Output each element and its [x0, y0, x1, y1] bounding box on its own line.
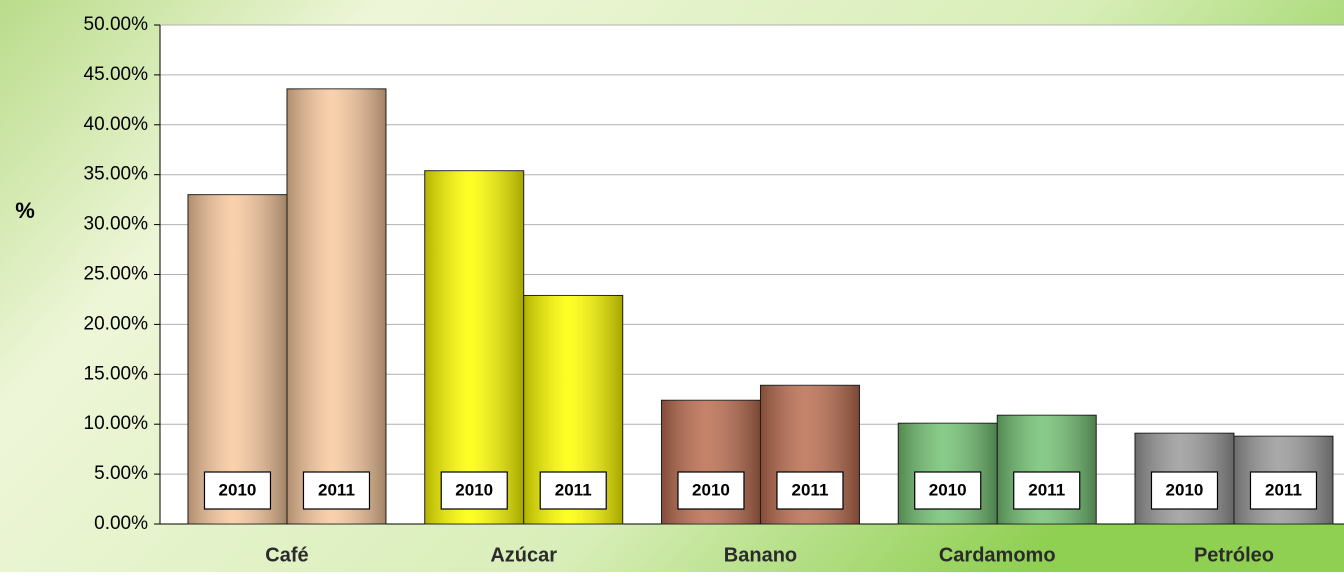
bar-shade — [187, 194, 287, 524]
bar-label: 2011 — [318, 480, 355, 499]
bar-label: 2010 — [1166, 480, 1204, 499]
bar-label-box — [539, 471, 607, 510]
y-tick-label: 20.00% — [84, 313, 149, 334]
bar-label-box — [440, 471, 508, 510]
x-tick-label: Petróleo — [1194, 544, 1274, 566]
y-tick-label: 15.00% — [84, 363, 149, 384]
bar-label-box — [1249, 471, 1318, 510]
bar-label-box — [1013, 471, 1081, 510]
bar-label-box — [677, 471, 745, 510]
y-tick-label: 45.00% — [84, 64, 149, 85]
x-tick-label: Banano — [724, 544, 797, 566]
y-tick-label: 10.00% — [84, 413, 149, 434]
bar-shade — [286, 88, 386, 524]
x-tick-label: Cardamomo — [939, 544, 1056, 566]
bar-label: 2010 — [455, 480, 493, 499]
y-tick-label: 40.00% — [84, 114, 149, 135]
y-tick-label: 25.00% — [84, 264, 149, 285]
y-tick-label: 50.00% — [84, 14, 149, 35]
y-axis-label: % — [15, 198, 35, 223]
bar-label-box — [776, 471, 844, 510]
bar-label: 2010 — [692, 480, 730, 499]
bar-label: 2011 — [792, 480, 829, 499]
bar-label-box — [302, 471, 371, 510]
bar-label: 2010 — [929, 480, 967, 499]
bar-label-box — [1150, 471, 1219, 510]
y-tick-label: 35.00% — [84, 164, 149, 185]
bar-label: 2011 — [1028, 480, 1065, 499]
x-tick-label: Café — [265, 544, 308, 566]
bar-label: 2011 — [1265, 480, 1302, 499]
bar-shade — [424, 170, 524, 524]
bar-label-box — [914, 471, 982, 510]
bar-label: 2011 — [555, 480, 592, 499]
y-tick-label: 30.00% — [84, 214, 149, 235]
bar-label-box — [203, 471, 272, 510]
y-tick-label: 0.00% — [94, 513, 148, 534]
y-tick-label: 5.00% — [94, 463, 148, 484]
x-tick-label: Azúcar — [490, 544, 557, 566]
bar-label: 2010 — [219, 480, 257, 499]
